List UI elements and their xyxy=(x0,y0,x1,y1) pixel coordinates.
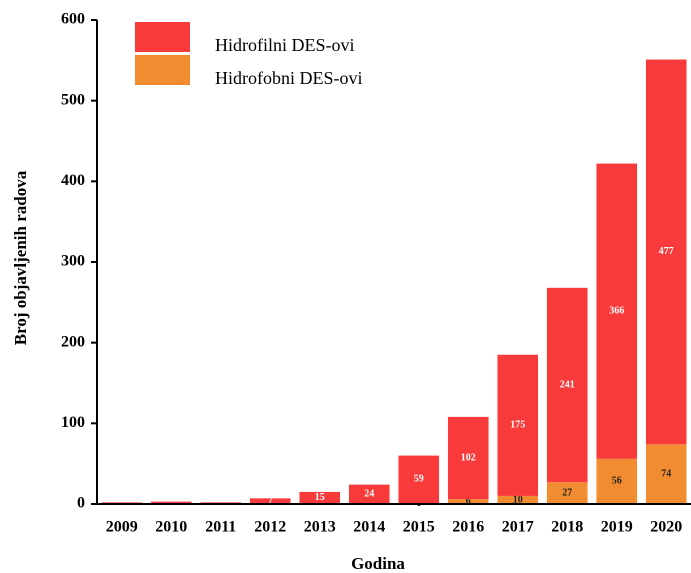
x-tick-label: 2015 xyxy=(403,519,435,536)
value-label: 59 xyxy=(414,474,424,485)
bar-segment xyxy=(596,458,638,504)
bar-segment xyxy=(497,354,539,496)
x-axis-title: Godina xyxy=(351,554,405,573)
bar-segment xyxy=(447,416,489,500)
bar-segment xyxy=(348,484,390,504)
bar-segment xyxy=(398,455,440,504)
bar-segment xyxy=(546,482,588,504)
bar-segment xyxy=(497,495,539,504)
value-label: 477 xyxy=(659,246,674,257)
x-tick-label: 2020 xyxy=(650,519,682,536)
value-label: 74 xyxy=(661,468,671,479)
legend-label: Hidrofilni DES-ovi xyxy=(215,35,355,55)
value-label: 24 xyxy=(364,489,374,500)
y-tick-label: 100 xyxy=(61,414,85,431)
bar-segment xyxy=(150,501,192,504)
legend-swatch xyxy=(135,22,190,52)
legend-swatch xyxy=(135,55,190,85)
y-tick-label: 600 xyxy=(61,11,85,28)
value-label: 366 xyxy=(609,306,624,317)
y-tick-label: 0 xyxy=(77,495,85,512)
value-label: 7 xyxy=(268,495,273,506)
y-axis-title: Broj objavljenih radova xyxy=(11,170,30,345)
value-label: 6 xyxy=(466,496,471,507)
x-tick-label: 2014 xyxy=(353,519,385,536)
value-label: 56 xyxy=(612,476,622,487)
value-label: 241 xyxy=(560,379,575,390)
bar-segment xyxy=(645,444,687,504)
x-tick-label: 2013 xyxy=(304,519,336,536)
bar-segment xyxy=(546,287,588,483)
bar-segment xyxy=(645,59,687,445)
value-label: 102 xyxy=(461,452,476,463)
bar-segment xyxy=(447,499,489,504)
x-tick-label: 2009 xyxy=(106,519,138,536)
y-tick-label: 300 xyxy=(61,253,85,270)
x-tick-label: 2016 xyxy=(452,519,484,536)
bar-segment xyxy=(596,163,638,459)
x-tick-label: 2017 xyxy=(502,519,534,536)
y-tick-label: 500 xyxy=(61,91,85,108)
x-tick-label: 2010 xyxy=(155,519,187,536)
y-tick-label: 200 xyxy=(61,333,85,350)
x-tick-label: 2019 xyxy=(601,519,633,536)
x-tick-label: 2018 xyxy=(551,519,583,536)
y-tick-label: 400 xyxy=(61,172,85,189)
x-tick-label: 2011 xyxy=(205,519,236,536)
value-label: 27 xyxy=(562,487,572,498)
bar-segment xyxy=(299,491,341,504)
value-label: 175 xyxy=(510,420,525,431)
bar-segment xyxy=(249,498,291,504)
value-label: 15 xyxy=(315,492,325,503)
value-label: 10 xyxy=(513,494,523,505)
legend-label: Hidrofobni DES-ovi xyxy=(215,68,363,88)
x-tick-label: 2012 xyxy=(254,519,286,536)
